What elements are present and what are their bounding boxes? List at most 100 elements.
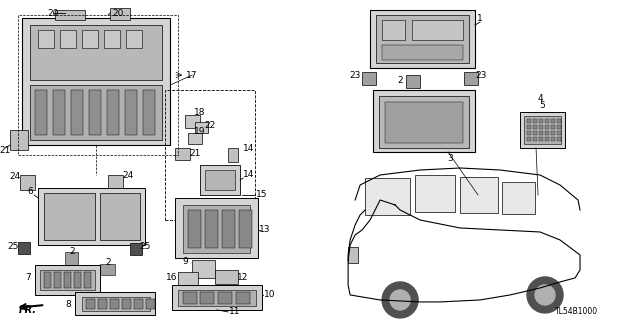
Text: 11: 11: [229, 308, 241, 316]
Bar: [18, 15, 178, 155]
Text: FR.: FR.: [19, 305, 37, 315]
Text: 23: 23: [349, 70, 361, 79]
Text: 14: 14: [243, 144, 254, 152]
Bar: [185, 115, 200, 128]
Bar: [539, 119, 543, 123]
Bar: [192, 260, 215, 278]
Text: 21: 21: [189, 149, 201, 158]
Circle shape: [535, 285, 555, 305]
Text: 20: 20: [47, 9, 59, 18]
Bar: [460, 177, 498, 213]
Bar: [134, 299, 143, 309]
Bar: [205, 170, 235, 190]
Bar: [10, 130, 28, 150]
Text: 2: 2: [106, 258, 111, 267]
Bar: [239, 210, 252, 248]
Bar: [545, 131, 549, 135]
Bar: [107, 90, 119, 135]
Bar: [545, 137, 549, 141]
Bar: [222, 210, 235, 248]
Bar: [165, 90, 255, 220]
Bar: [100, 193, 140, 240]
Bar: [178, 272, 198, 285]
Bar: [60, 30, 76, 48]
Text: 25: 25: [140, 242, 151, 251]
Bar: [188, 133, 202, 144]
Bar: [464, 72, 478, 85]
Bar: [76, 292, 155, 315]
Bar: [178, 290, 256, 306]
Bar: [146, 299, 155, 309]
Bar: [126, 30, 142, 48]
Text: 9: 9: [182, 257, 188, 266]
Text: 14: 14: [243, 170, 254, 180]
Bar: [175, 198, 258, 258]
Text: 23: 23: [476, 70, 487, 79]
Text: TL54B1000: TL54B1000: [555, 308, 598, 316]
Bar: [385, 102, 463, 143]
Text: 5: 5: [539, 100, 545, 109]
Bar: [551, 137, 555, 141]
Bar: [551, 125, 555, 129]
Bar: [175, 148, 190, 160]
Bar: [40, 270, 95, 290]
Bar: [122, 299, 131, 309]
Bar: [533, 137, 537, 141]
Bar: [370, 10, 475, 68]
Bar: [527, 125, 531, 129]
Bar: [539, 125, 543, 129]
Text: 15: 15: [257, 190, 268, 199]
Bar: [348, 247, 358, 263]
Bar: [539, 137, 543, 141]
Bar: [110, 299, 119, 309]
Text: 19: 19: [195, 127, 206, 136]
Bar: [520, 112, 565, 148]
Text: 25: 25: [8, 242, 19, 251]
Bar: [38, 188, 145, 245]
Bar: [527, 119, 531, 123]
Bar: [539, 131, 543, 135]
Text: 21: 21: [0, 145, 11, 154]
Bar: [527, 137, 531, 141]
Text: 8: 8: [65, 300, 71, 309]
Bar: [89, 90, 101, 135]
Bar: [205, 210, 218, 248]
Bar: [86, 299, 95, 309]
Bar: [376, 15, 469, 63]
Bar: [110, 8, 130, 20]
Bar: [183, 292, 197, 304]
Bar: [54, 272, 61, 288]
Bar: [412, 20, 463, 40]
Bar: [108, 175, 123, 188]
Bar: [373, 90, 475, 152]
Bar: [382, 20, 405, 40]
Bar: [100, 264, 115, 275]
Bar: [53, 90, 65, 135]
Text: 17: 17: [186, 70, 198, 79]
Bar: [218, 292, 232, 304]
Bar: [30, 25, 162, 80]
Bar: [18, 242, 30, 254]
Bar: [65, 252, 78, 265]
Bar: [71, 90, 83, 135]
Text: 1: 1: [477, 13, 483, 23]
Bar: [130, 243, 142, 255]
Bar: [30, 85, 162, 140]
Text: 20: 20: [113, 9, 124, 18]
Text: 3: 3: [447, 153, 453, 162]
Bar: [406, 75, 420, 88]
Bar: [524, 116, 561, 144]
Text: 7: 7: [26, 273, 31, 282]
Text: 13: 13: [259, 226, 271, 234]
Bar: [98, 299, 107, 309]
Bar: [64, 272, 71, 288]
Text: 10: 10: [264, 291, 276, 300]
Bar: [44, 193, 95, 240]
Circle shape: [527, 277, 563, 313]
Bar: [557, 131, 561, 135]
Bar: [200, 165, 240, 195]
Bar: [527, 131, 531, 135]
Bar: [143, 90, 155, 135]
Bar: [82, 30, 98, 48]
Text: 2: 2: [69, 248, 75, 256]
